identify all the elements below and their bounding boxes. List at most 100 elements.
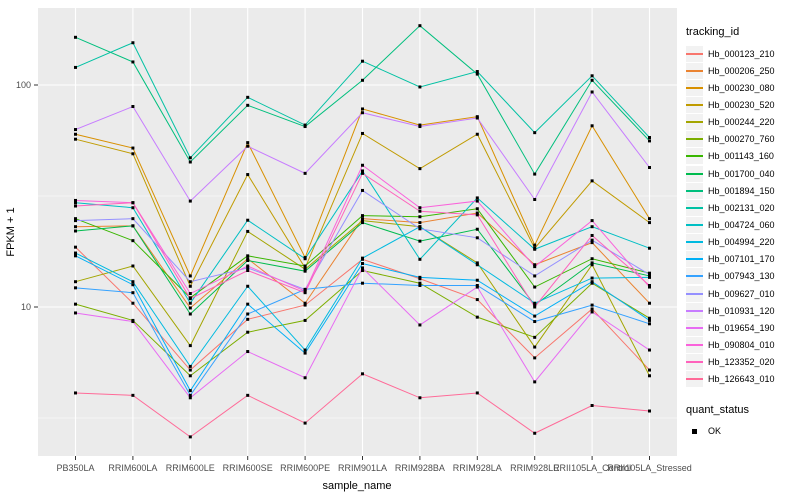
x-tick-label: PB350LA [56,463,94,473]
legend-line-swatch-icon [686,378,703,381]
data-point [648,217,651,221]
data-point [533,197,537,201]
data-point [188,292,192,296]
data-point [648,322,651,326]
legend-key-box [686,62,703,79]
data-point [418,209,422,213]
data-point [246,317,250,321]
data-point [246,144,250,148]
legend-entry: Hb_000244_220 [686,114,800,131]
data-point [648,316,651,320]
x-tick-label: RRIM901LA [338,463,387,473]
legend-entry-label: Hb_010931_120 [708,305,775,316]
data-point [590,124,594,128]
data-point [475,199,479,203]
x-tick-label: RRIM928BA [395,463,445,473]
data-point [74,132,77,136]
data-point [361,214,364,218]
legend-key-box [686,199,703,216]
data-point [74,280,77,284]
legend-entry-label: Hb_000230_080 [708,82,775,93]
data-point [590,179,594,183]
data-point [533,356,537,360]
legend-key-box [686,182,703,199]
legend-entry-label: Hb_000206_250 [708,65,775,76]
data-point [590,74,594,78]
data-point [303,264,307,268]
data-point [590,263,594,267]
data-point [131,224,135,228]
legend-key-box [686,354,703,371]
legend-key-box [686,114,703,131]
legend-line-swatch-icon [686,292,703,295]
x-tick-label: RRIM600LA [108,463,157,473]
y-tick-label: 100 [16,80,31,90]
data-point [590,404,594,408]
data-point [74,251,77,255]
legend-key-box [686,371,703,388]
data-point [188,364,192,368]
data-point [246,229,250,233]
data-point [590,219,594,223]
data-point [648,318,651,322]
legend-entry-label: Hb_000123_210 [708,48,775,59]
data-point [131,201,135,205]
data-point [131,206,135,210]
data-point [533,301,537,305]
data-point [590,310,594,314]
legend-entry-label: Hb_009627_010 [708,288,775,299]
data-point [188,297,192,301]
legend-key-box [686,96,703,113]
legend-key-box [686,302,703,319]
data-point [74,302,77,306]
data-point [131,320,135,324]
data-point [648,221,651,225]
data-point [74,198,77,202]
data-point [361,269,364,273]
data-point [590,257,594,261]
data-point [533,131,537,135]
legend-line-swatch-icon [686,223,703,226]
data-point [418,206,422,210]
data-point [131,283,135,287]
data-point [131,280,135,284]
data-point [74,204,77,208]
data-point [246,258,250,262]
data-point [533,247,537,251]
data-point [188,435,192,439]
data-point [74,225,77,229]
data-point [648,409,651,413]
data-point [131,239,135,243]
x-tick-label: RRIM928LA [453,463,502,473]
data-point [131,152,135,156]
data-point [590,225,594,229]
data-point [188,374,192,378]
data-point [533,263,537,267]
data-point [533,303,537,307]
data-point [246,269,250,273]
legend-key-box [686,165,703,182]
data-point [361,372,364,376]
legend-entry: Hb_126643_010 [686,371,800,388]
data-point [131,264,135,268]
legend-entry: Hb_000206_250 [686,62,800,79]
data-point [475,285,479,289]
legend-line-swatch-icon [686,121,703,124]
data-point [361,171,364,175]
legend-entry-label: Hb_002131_020 [708,202,775,213]
data-point [418,215,422,219]
legend-line-swatch-icon [686,86,703,89]
data-point [303,269,307,273]
data-point [475,261,479,265]
legend-entry: Hb_000123_210 [686,45,800,62]
x-tick-label: RRIM600LE [166,463,215,473]
legend-line-swatch-icon [686,52,703,55]
legend-key-box [686,319,703,336]
data-point [475,227,479,231]
legend-line-swatch-icon [686,343,703,346]
legend-entry-label: Hb_126643_010 [708,374,775,385]
data-point [246,350,250,354]
data-point [188,368,192,372]
legend-entry-label: Hb_007943_130 [708,271,775,282]
